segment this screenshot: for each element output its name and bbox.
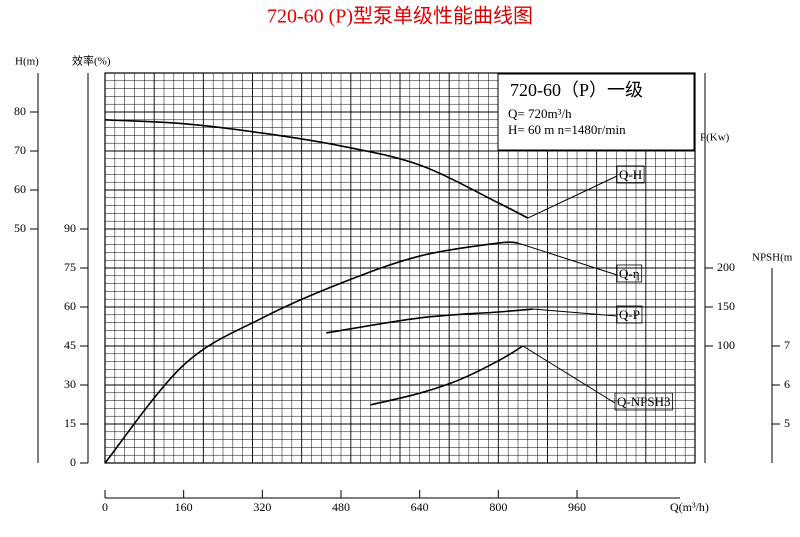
- y-tick-label: 200: [717, 260, 735, 274]
- y-tick-label: 50: [14, 221, 26, 235]
- x-tick-label: 960: [568, 500, 586, 514]
- y-tick-label: 80: [14, 104, 26, 118]
- curve-label: Q-η: [619, 266, 640, 281]
- info-text: Q= 720m³/h: [508, 106, 572, 121]
- leader-line: [517, 242, 618, 276]
- curve-label-box: [616, 264, 643, 283]
- x-tick-label: 480: [332, 500, 350, 514]
- y-tick-label: 150: [717, 299, 735, 313]
- x-tick-label: 320: [253, 500, 271, 514]
- info-text: H= 60 m n=1480r/min: [508, 122, 626, 137]
- chart-title: 720-60 (P)型泵单级性能曲线图: [267, 5, 533, 28]
- y-tick-label: 45: [64, 338, 76, 352]
- y-tick-label: 7: [784, 338, 790, 352]
- plot-frame: [104, 72, 696, 464]
- curve: [370, 345, 524, 406]
- y-axis-label: NPSH(m: [752, 252, 793, 264]
- curve: [104, 119, 529, 219]
- info-text: 720-60（P）一级: [510, 80, 643, 100]
- x-tick-label: 640: [411, 500, 429, 514]
- curve-label: Q-H: [619, 167, 642, 182]
- x-tick-label: 0: [102, 500, 108, 514]
- y-axis-label: H(m): [15, 56, 39, 68]
- y-tick-label: 0: [70, 455, 76, 469]
- curve-label-box: [614, 392, 673, 411]
- y-tick-label: 6: [784, 377, 790, 391]
- curve-label: Q-P: [619, 307, 640, 322]
- y-tick-label: 60: [64, 299, 76, 313]
- y-tick-label: 5: [784, 416, 790, 430]
- y-tick-label: 100: [717, 338, 735, 352]
- leader-line: [522, 345, 616, 404]
- y-axis-label: P(Kw): [700, 132, 730, 144]
- x-tick-label: 160: [175, 500, 193, 514]
- leader-line: [532, 308, 618, 317]
- y-axis-label: 效率(%): [72, 54, 111, 68]
- y-tick-label: 90: [64, 221, 76, 235]
- y-tick-label: 60: [14, 182, 26, 196]
- curve: [326, 308, 533, 334]
- curve-label-box: [616, 165, 645, 184]
- y-tick-label: 15: [64, 416, 76, 430]
- x-axis-label: Q(m³/h): [670, 500, 709, 514]
- y-tick-label: 70: [14, 143, 26, 157]
- curve-label-box: [616, 305, 643, 324]
- info-box: [497, 73, 695, 151]
- leader-line: [527, 175, 618, 219]
- curve: [104, 241, 519, 464]
- curve-label: Q-NPSH3: [617, 394, 670, 409]
- y-tick-label: 75: [64, 260, 76, 274]
- y-tick-label: 30: [64, 377, 76, 391]
- x-tick-label: 800: [489, 500, 507, 514]
